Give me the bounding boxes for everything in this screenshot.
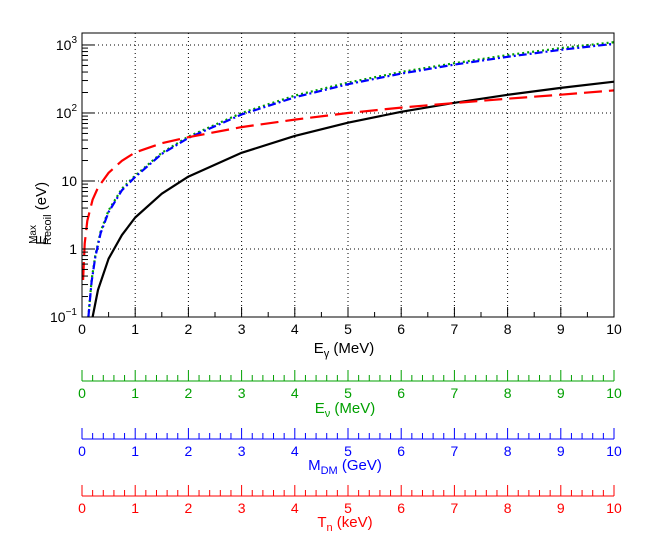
x-tick-label: 4	[291, 321, 299, 337]
secondary-tick-label: 9	[557, 385, 565, 401]
secondary-tick-label: 5	[344, 385, 352, 401]
x-tick-label: 9	[557, 321, 565, 337]
secondary-tick-label: 10	[606, 500, 622, 516]
x-tick-label: 5	[344, 321, 352, 337]
neutron-axis: 0 1 2 3 4 5 6 7 8 9 10	[78, 485, 622, 516]
secondary-tick-label: 4	[291, 385, 299, 401]
secondary-tick-label: 3	[238, 443, 246, 459]
curve-gamma-black	[91, 80, 615, 318]
secondary-tick-label: 1	[131, 500, 139, 516]
x-tick-label: 2	[185, 321, 193, 337]
secondary-tick-label: 6	[397, 500, 405, 516]
x-tick-label: 1	[131, 321, 139, 337]
y-tick-label: 102	[56, 103, 78, 121]
curve-dark-matter-blue	[87, 42, 615, 318]
y-tick-label: 1	[69, 241, 77, 257]
secondary-tick-label: 2	[185, 500, 193, 516]
secondary-tick-label: 2	[185, 443, 193, 459]
secondary-tick-label: 6	[397, 443, 405, 459]
x-tick-label: 3	[238, 321, 246, 337]
y-tick-label: 10−1	[50, 307, 77, 325]
secondary-tick-label: 4	[291, 443, 299, 459]
x-tick-label: 10	[606, 321, 622, 337]
secondary-tick-label: 1	[131, 385, 139, 401]
secondary-axis-label-neutrino: Eν (MeV)	[315, 400, 376, 420]
secondary-tick-label: 0	[78, 443, 86, 459]
secondary-axis-label-dark-matter: MDM (GeV)	[308, 457, 382, 477]
main-axes: 0 1 2 3 4 5 6 7 8 9 10 10−1 1 10 102 103	[50, 35, 622, 337]
secondary-tick-label: 9	[557, 443, 565, 459]
secondary-tick-label: 3	[238, 500, 246, 516]
secondary-tick-label: 3	[238, 385, 246, 401]
secondary-tick-label: 8	[504, 385, 512, 401]
x-tick-label: 0	[78, 321, 86, 337]
x-tick-label: 7	[451, 321, 459, 337]
data-curves	[82, 41, 615, 318]
y-tick-label: 10	[61, 173, 77, 189]
x-tick-label: 6	[397, 321, 405, 337]
dark-matter-axis: 0 1 2 3 4 5 6 7 8 9 10	[78, 428, 622, 459]
x-axis-label: Eγ (MeV)	[314, 340, 375, 360]
y-axis-label: EMax Recoil (eV)	[28, 182, 54, 245]
secondary-tick-label: 8	[504, 443, 512, 459]
secondary-tick-label: 7	[451, 443, 459, 459]
secondary-tick-label: 1	[131, 443, 139, 459]
secondary-tick-label: 2	[185, 385, 193, 401]
secondary-tick-label: 7	[451, 385, 459, 401]
secondary-tick-label: 8	[504, 500, 512, 516]
grid-lines	[82, 33, 614, 317]
secondary-tick-label: 5	[344, 443, 352, 459]
secondary-tick-label: 0	[78, 500, 86, 516]
secondary-tick-label: 0	[78, 385, 86, 401]
neutrino-axis: 0 1 2 3 4 5 6 7 8 9 10	[78, 370, 622, 401]
secondary-tick-label: 6	[397, 385, 405, 401]
x-tick-label: 8	[504, 321, 512, 337]
secondary-tick-label: 10	[606, 385, 622, 401]
curve-neutron-red	[82, 89, 615, 281]
y-tick-label: 103	[56, 35, 78, 53]
secondary-tick-label: 4	[291, 500, 299, 516]
secondary-tick-label: 7	[451, 500, 459, 516]
secondary-axis-label-neutron: Tn (keV)	[317, 514, 372, 534]
secondary-tick-label: 10	[606, 443, 622, 459]
secondary-axes: 0 1 2 3 4 5 6 7 8 9 10 0 1 2 3 4 5 6 7 8 9 10 0 1 2 3 4 5 6 7 8 9 10	[78, 370, 622, 516]
secondary-tick-label: 5	[344, 500, 352, 516]
secondary-tick-label: 9	[557, 500, 565, 516]
